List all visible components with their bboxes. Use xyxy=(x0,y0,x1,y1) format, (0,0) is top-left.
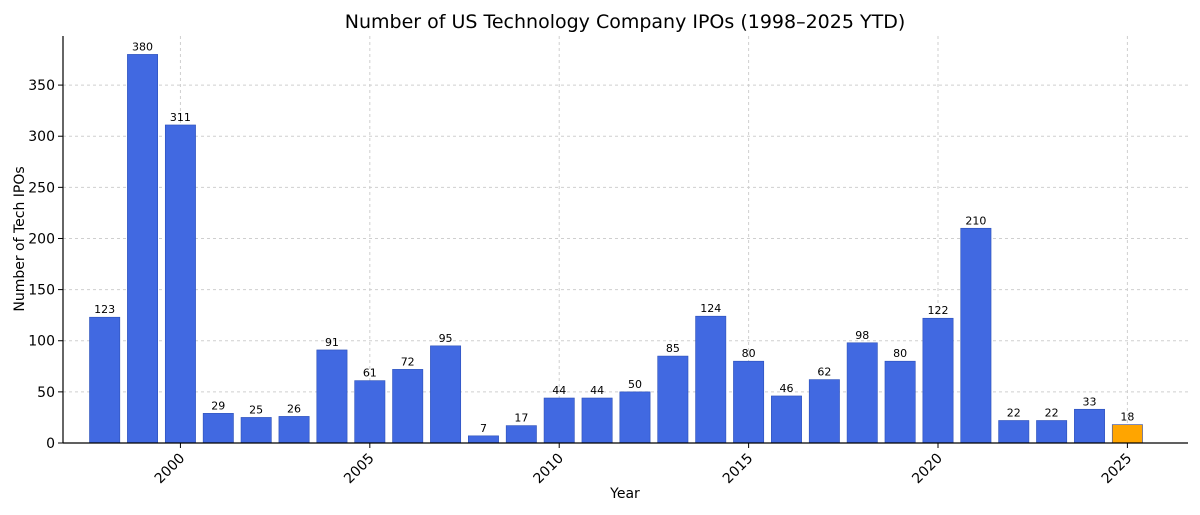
bar-2021 xyxy=(960,227,992,444)
bar-2004 xyxy=(316,349,348,444)
y-tick-label-350: 350 xyxy=(28,78,55,94)
bar-2005 xyxy=(354,380,386,444)
bar-2016 xyxy=(771,395,802,444)
data-label-2000: 311 xyxy=(170,111,191,124)
bar-2020 xyxy=(922,317,954,444)
grid xyxy=(63,36,1188,443)
bar-2001 xyxy=(202,413,234,444)
bar-2017 xyxy=(808,379,840,444)
bar-2022 xyxy=(998,420,1030,444)
data-label-2024: 33 xyxy=(1083,395,1097,408)
axes xyxy=(62,36,1188,444)
x-tick-label-2020: 2020 xyxy=(909,451,946,488)
bar-2015 xyxy=(733,360,765,444)
bar-2014 xyxy=(695,315,727,444)
data-label-2013: 85 xyxy=(666,342,680,355)
bar-2023 xyxy=(1036,420,1068,444)
data-label-2016: 46 xyxy=(779,382,793,395)
data-label-2017: 62 xyxy=(817,366,831,379)
data-label-2015: 80 xyxy=(742,347,756,360)
bar-2012 xyxy=(619,391,651,444)
data-label-2019: 80 xyxy=(893,347,907,360)
data-labels: 123 380 311 29 25 26 91 61 72 95 7 17 44 44 50 85 124 80 4… xyxy=(94,40,1134,434)
x-tick-label-2005: 2005 xyxy=(341,451,378,488)
bar-2024 xyxy=(1074,408,1105,444)
y-tick-label-200: 200 xyxy=(28,231,55,247)
data-label-2014: 124 xyxy=(700,302,721,315)
data-label-2020: 122 xyxy=(928,304,949,317)
bar-2019 xyxy=(884,360,916,444)
data-label-2025: 18 xyxy=(1120,411,1134,424)
data-label-2021: 210 xyxy=(965,214,986,227)
data-label-2018: 98 xyxy=(855,329,869,342)
x-tick-label-2025: 2025 xyxy=(1099,451,1136,488)
bar-2002 xyxy=(240,417,272,444)
bar-1998 xyxy=(89,316,121,444)
x-tick-label-2010: 2010 xyxy=(531,451,568,488)
data-label-1998: 123 xyxy=(94,303,115,316)
data-label-2002: 25 xyxy=(249,403,263,416)
bar-2008 xyxy=(468,435,499,444)
bar-2009 xyxy=(505,425,537,444)
data-label-2008: 7 xyxy=(480,422,487,435)
data-label-2007: 95 xyxy=(439,332,453,345)
x-axis-label: Year xyxy=(609,486,640,502)
bars xyxy=(89,54,1143,444)
bar-2000 xyxy=(164,124,196,444)
y-tick-label-250: 250 xyxy=(28,180,55,196)
bar-2003 xyxy=(278,416,310,444)
bar-1999 xyxy=(127,54,158,444)
y-tick-label-150: 150 xyxy=(28,283,55,299)
y-axis-label: Number of Tech IPOs xyxy=(12,166,28,311)
data-label-1999: 380 xyxy=(132,40,153,53)
data-label-2012: 50 xyxy=(628,378,642,391)
data-label-2005: 61 xyxy=(363,367,377,380)
data-label-2011: 44 xyxy=(590,384,604,397)
bar-2007 xyxy=(430,345,462,444)
data-label-2003: 26 xyxy=(287,402,301,415)
y-tick-label-300: 300 xyxy=(28,129,55,145)
bar-2006 xyxy=(392,369,424,444)
data-label-2022: 22 xyxy=(1007,407,1021,420)
y-tick-label-100: 100 xyxy=(28,334,55,350)
data-label-2001: 29 xyxy=(211,399,225,412)
y-tick-label-50: 50 xyxy=(37,385,55,401)
y-tick-label-0: 0 xyxy=(46,436,55,452)
chart-title: Number of US Technology Company IPOs (19… xyxy=(345,11,906,33)
bar-2013 xyxy=(657,355,689,444)
bar-2011 xyxy=(581,397,613,444)
bar-2025 xyxy=(1111,424,1143,444)
bar-2018 xyxy=(846,342,878,444)
bar-2010 xyxy=(543,397,575,444)
x-tick-label-2015: 2015 xyxy=(720,451,757,488)
x-tick-label-2000: 2000 xyxy=(152,451,189,488)
data-label-2010: 44 xyxy=(552,384,566,397)
data-label-2006: 72 xyxy=(401,355,415,368)
data-label-2023: 22 xyxy=(1045,407,1059,420)
x-axis-ticks: 2000 2005 2010 2015 2020 2025 xyxy=(152,443,1135,487)
y-axis-ticks: 0 50 100 150 200 250 300 350 xyxy=(28,78,63,452)
data-label-2004: 91 xyxy=(325,336,339,349)
data-label-2009: 17 xyxy=(514,412,528,425)
